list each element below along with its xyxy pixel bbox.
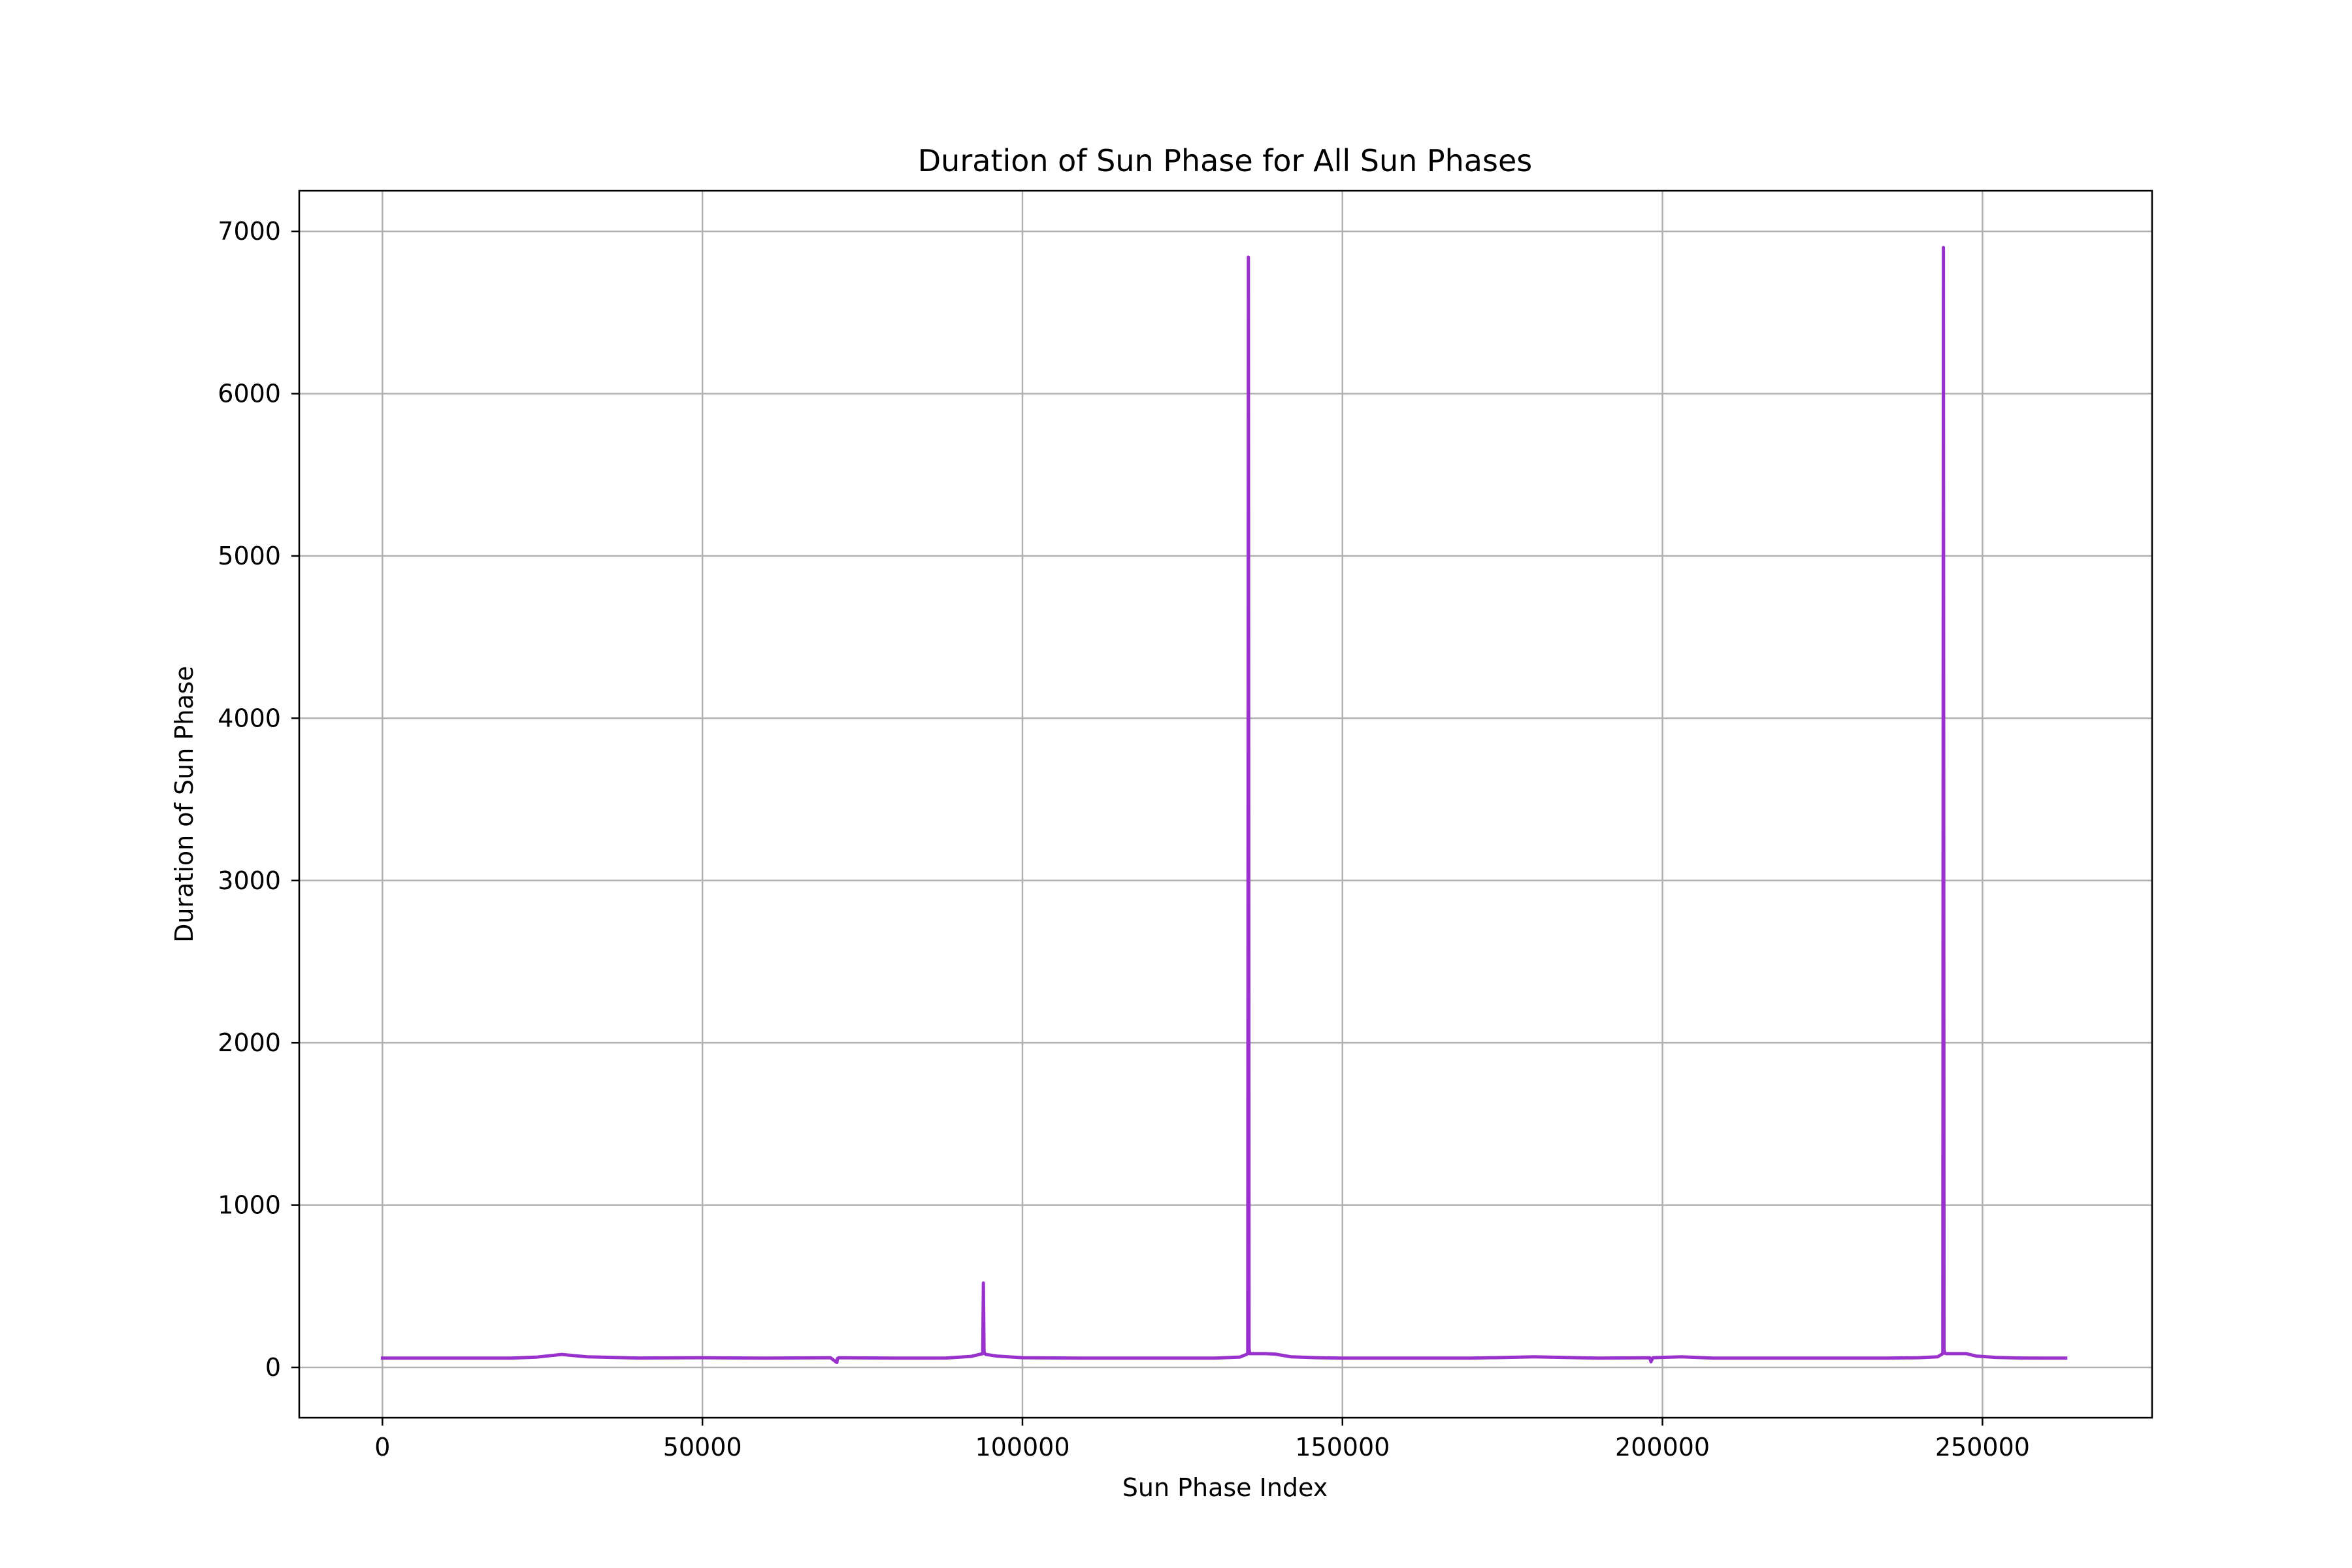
y-tick-label: 4000 bbox=[218, 704, 281, 732]
grid bbox=[299, 191, 2152, 1418]
x-tick-label: 100000 bbox=[975, 1433, 1070, 1462]
y-axis-label: Duration of Sun Phase bbox=[170, 666, 199, 943]
y-tick-label: 5000 bbox=[218, 542, 281, 570]
chart-title: Duration of Sun Phase for All Sun Phases bbox=[918, 143, 1532, 178]
series-line bbox=[380, 246, 2068, 1364]
y-tick-label: 0 bbox=[265, 1353, 281, 1382]
y-tick-label: 3000 bbox=[218, 866, 281, 895]
y-tick-label: 1000 bbox=[218, 1191, 281, 1220]
x-tick-label: 250000 bbox=[1935, 1433, 2030, 1462]
axis-ticks: 0 50000 100000 150000 200000 250000 0 1000 2000 3… bbox=[218, 217, 2030, 1462]
series-layer bbox=[380, 246, 2068, 1364]
x-tick-label: 150000 bbox=[1295, 1433, 1390, 1462]
y-tick-label: 2000 bbox=[218, 1028, 281, 1057]
plot-frame bbox=[298, 189, 2153, 1419]
y-tick-label: 7000 bbox=[218, 217, 281, 246]
x-tick-label: 200000 bbox=[1615, 1433, 1710, 1462]
y-tick-label: 6000 bbox=[218, 380, 281, 408]
x-axis-label: Sun Phase Index bbox=[1122, 1473, 1328, 1502]
x-tick-label: 0 bbox=[374, 1433, 390, 1462]
x-tick-label: 50000 bbox=[663, 1433, 742, 1462]
